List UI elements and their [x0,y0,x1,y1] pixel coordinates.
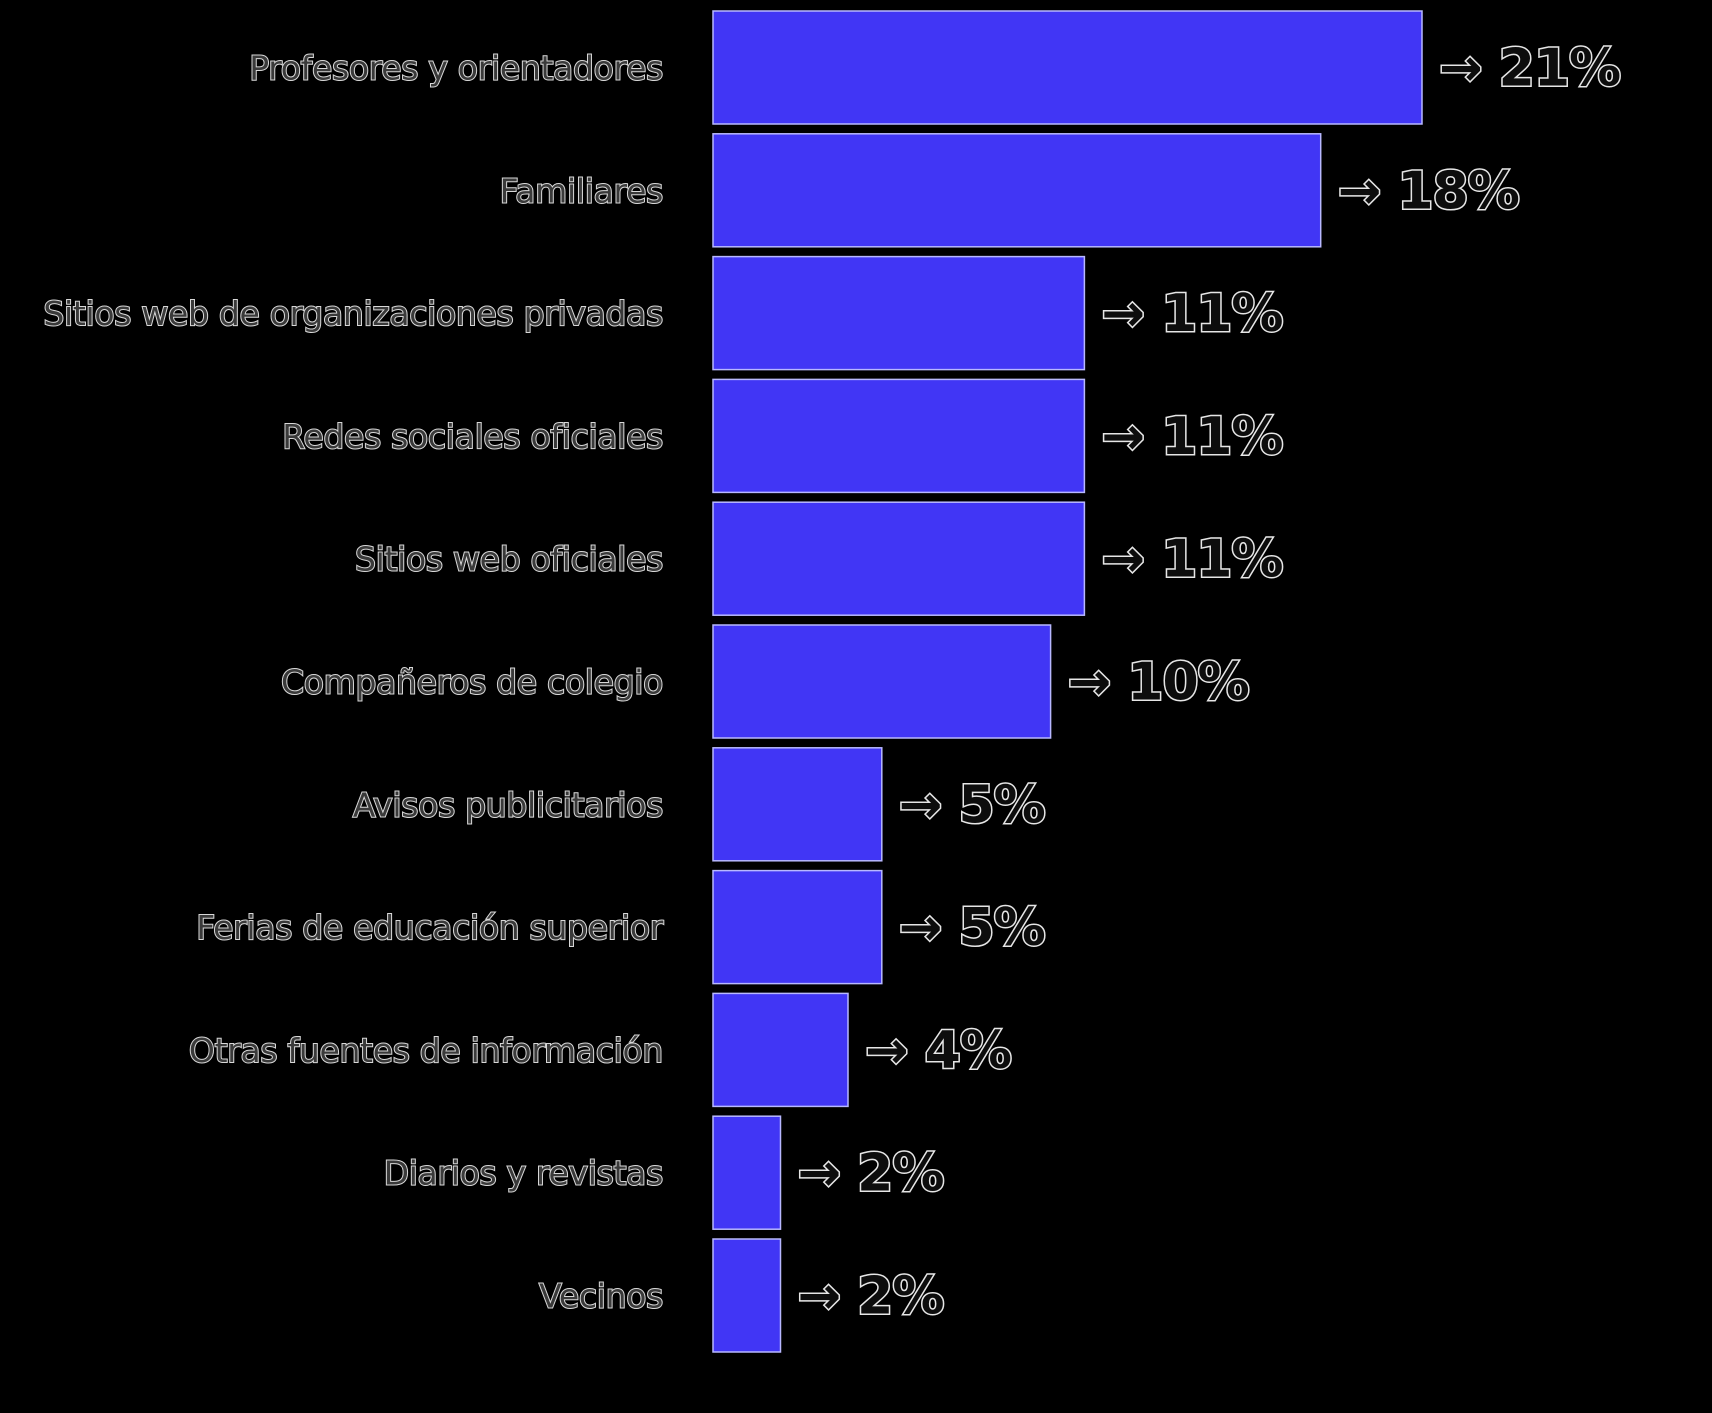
bar-ferias-de-educacion-superior [712,869,883,985]
category-label-avisos-publicitarios: Avisos publicitarios [353,785,663,824]
value-label-ferias-de-educacion-superior: → 5% [899,898,1045,958]
bar-sitios-web-oficiales [712,501,1086,616]
bar-otras-fuentes-de-informacion [712,992,849,1108]
category-label-familiares: Familiares [500,171,663,210]
category-label-diarios-y-revistas: Diarios y revistas [384,1154,663,1193]
bar-diarios-y-revistas [712,1115,782,1230]
value-label-diarios-y-revistas: → 2% [798,1144,944,1204]
value-label-companeros-de-colegio: → 10% [1068,653,1249,713]
value-label-sitios-web-oficiales: → 11% [1101,530,1282,590]
bar-companeros-de-colegio [712,624,1052,739]
category-labels: Profesores y orientadores Familiares Sitio… [42,48,665,1317]
bar-sitios-web-de-organizaciones-privadas [712,255,1086,371]
value-label-redes-sociales-oficiales: → 11% [1101,407,1282,467]
category-label-vecinos: Vecinos [539,1277,663,1316]
value-label-familiares: → 18% [1338,161,1519,221]
category-label-companeros-de-colegio: Compañeros de colegio [281,663,663,702]
category-label-redes-sociales-oficiales: Redes sociales oficiales [282,417,663,456]
category-label-sitios-web-de-organizaciones-privadas: Sitios web de organizaciones privadas [43,294,663,333]
value-labels: → 21% → 18% → 11% → 11% → 11% → 10% → 5% → 5% → … [796,37,1623,1328]
category-label-otras-fuentes-de-informacion: Otras fuentes de información [189,1031,663,1070]
value-label-sitios-web-de-organizaciones-privadas: → 11% [1101,284,1282,344]
value-label-avisos-publicitarios: → 5% [899,775,1045,835]
bar-vecinos [712,1238,782,1353]
category-label-sitios-web-oficiales: Sitios web oficiales [355,540,663,579]
bar-familiares [712,133,1322,248]
category-label-profesores-y-orientadores: Profesores y orientadores [249,49,663,88]
value-label-otras-fuentes-de-informacion: → 4% [865,1021,1011,1081]
value-label-profesores-y-orientadores: → 21% [1439,39,1620,99]
bar-avisos-publicitarios [712,747,883,862]
category-label-ferias-de-educacion-superior: Ferias de educación superior [196,908,663,947]
bar-profesores-y-orientadores [712,10,1423,125]
bars-layer [712,10,1423,1353]
bar-redes-sociales-oficiales [712,378,1086,494]
value-label-vecinos: → 2% [798,1267,944,1327]
